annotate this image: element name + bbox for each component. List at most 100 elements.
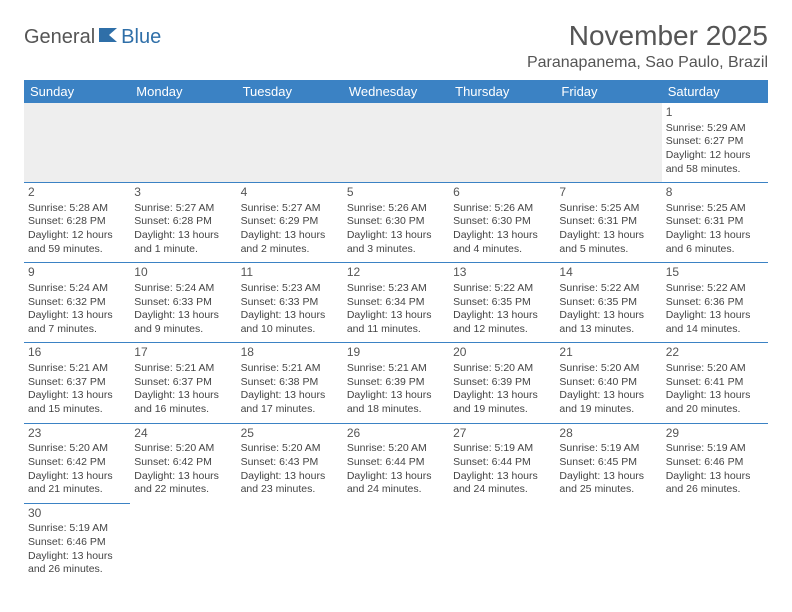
sunset-line: Sunset: 6:35 PM xyxy=(453,296,551,310)
sunrise-line: Sunrise: 5:24 AM xyxy=(134,282,232,296)
calendar-cell: 8Sunrise: 5:25 AMSunset: 6:31 PMDaylight… xyxy=(662,183,768,263)
sunset-line: Sunset: 6:27 PM xyxy=(666,135,764,149)
calendar-cell xyxy=(237,503,343,583)
sunrise-line: Sunrise: 5:26 AM xyxy=(453,202,551,216)
calendar-cell: 19Sunrise: 5:21 AMSunset: 6:39 PMDayligh… xyxy=(343,343,449,423)
sunrise-line: Sunrise: 5:20 AM xyxy=(453,362,551,376)
sunset-line: Sunset: 6:28 PM xyxy=(28,215,126,229)
sunrise-line: Sunrise: 5:19 AM xyxy=(559,442,657,456)
daylight-line: Daylight: 13 hours and 14 minutes. xyxy=(666,309,764,336)
sunset-line: Sunset: 6:32 PM xyxy=(28,296,126,310)
calendar-table: SundayMondayTuesdayWednesdayThursdayFrid… xyxy=(24,80,768,583)
sunrise-line: Sunrise: 5:19 AM xyxy=(666,442,764,456)
sunset-line: Sunset: 6:29 PM xyxy=(241,215,339,229)
sunset-line: Sunset: 6:28 PM xyxy=(134,215,232,229)
calendar-cell: 3Sunrise: 5:27 AMSunset: 6:28 PMDaylight… xyxy=(130,183,236,263)
calendar-cell: 18Sunrise: 5:21 AMSunset: 6:38 PMDayligh… xyxy=(237,343,343,423)
sunset-line: Sunset: 6:44 PM xyxy=(347,456,445,470)
daylight-line: Daylight: 13 hours and 10 minutes. xyxy=(241,309,339,336)
sunrise-line: Sunrise: 5:20 AM xyxy=(347,442,445,456)
page-title: November 2025 xyxy=(527,20,768,52)
sunset-line: Sunset: 6:31 PM xyxy=(559,215,657,229)
daylight-line: Daylight: 13 hours and 19 minutes. xyxy=(453,389,551,416)
day-number: 24 xyxy=(134,426,232,442)
day-number: 21 xyxy=(559,345,657,361)
sunrise-line: Sunrise: 5:19 AM xyxy=(453,442,551,456)
day-number: 1 xyxy=(666,105,764,121)
day-number: 12 xyxy=(347,265,445,281)
calendar-cell: 11Sunrise: 5:23 AMSunset: 6:33 PMDayligh… xyxy=(237,263,343,343)
day-number: 16 xyxy=(28,345,126,361)
weekday-header: Tuesday xyxy=(237,80,343,103)
daylight-line: Daylight: 13 hours and 24 minutes. xyxy=(453,470,551,497)
sunset-line: Sunset: 6:41 PM xyxy=(666,376,764,390)
day-number: 6 xyxy=(453,185,551,201)
day-number: 26 xyxy=(347,426,445,442)
sunrise-line: Sunrise: 5:20 AM xyxy=(559,362,657,376)
day-number: 7 xyxy=(559,185,657,201)
day-number: 14 xyxy=(559,265,657,281)
sunrise-line: Sunrise: 5:23 AM xyxy=(347,282,445,296)
sunset-line: Sunset: 6:33 PM xyxy=(134,296,232,310)
calendar-cell xyxy=(555,103,661,183)
sunrise-line: Sunrise: 5:20 AM xyxy=(134,442,232,456)
sunrise-line: Sunrise: 5:21 AM xyxy=(347,362,445,376)
sunset-line: Sunset: 6:42 PM xyxy=(134,456,232,470)
weekday-header: Sunday xyxy=(24,80,130,103)
calendar-cell: 6Sunrise: 5:26 AMSunset: 6:30 PMDaylight… xyxy=(449,183,555,263)
sunrise-line: Sunrise: 5:26 AM xyxy=(347,202,445,216)
calendar-cell: 27Sunrise: 5:19 AMSunset: 6:44 PMDayligh… xyxy=(449,423,555,503)
sunrise-line: Sunrise: 5:25 AM xyxy=(666,202,764,216)
title-block: November 2025 Paranapanema, Sao Paulo, B… xyxy=(527,20,768,72)
calendar-cell: 1Sunrise: 5:29 AMSunset: 6:27 PMDaylight… xyxy=(662,103,768,183)
weekday-header: Friday xyxy=(555,80,661,103)
calendar-cell xyxy=(449,503,555,583)
sunrise-line: Sunrise: 5:28 AM xyxy=(28,202,126,216)
sunrise-line: Sunrise: 5:25 AM xyxy=(559,202,657,216)
sunset-line: Sunset: 6:37 PM xyxy=(28,376,126,390)
calendar-cell xyxy=(130,503,236,583)
daylight-line: Daylight: 13 hours and 15 minutes. xyxy=(28,389,126,416)
calendar-cell: 5Sunrise: 5:26 AMSunset: 6:30 PMDaylight… xyxy=(343,183,449,263)
sunset-line: Sunset: 6:37 PM xyxy=(134,376,232,390)
logo-text-blue: Blue xyxy=(121,26,161,49)
day-number: 5 xyxy=(347,185,445,201)
day-number: 9 xyxy=(28,265,126,281)
sunset-line: Sunset: 6:30 PM xyxy=(453,215,551,229)
calendar-cell xyxy=(130,103,236,183)
sunrise-line: Sunrise: 5:23 AM xyxy=(241,282,339,296)
sunset-line: Sunset: 6:33 PM xyxy=(241,296,339,310)
sunrise-line: Sunrise: 5:20 AM xyxy=(241,442,339,456)
daylight-line: Daylight: 13 hours and 26 minutes. xyxy=(666,470,764,497)
daylight-line: Daylight: 13 hours and 20 minutes. xyxy=(666,389,764,416)
daylight-line: Daylight: 13 hours and 18 minutes. xyxy=(347,389,445,416)
sunset-line: Sunset: 6:40 PM xyxy=(559,376,657,390)
daylight-line: Daylight: 13 hours and 1 minute. xyxy=(134,229,232,256)
calendar-cell: 26Sunrise: 5:20 AMSunset: 6:44 PMDayligh… xyxy=(343,423,449,503)
calendar-cell: 7Sunrise: 5:25 AMSunset: 6:31 PMDaylight… xyxy=(555,183,661,263)
flag-icon xyxy=(97,26,119,49)
calendar-cell: 10Sunrise: 5:24 AMSunset: 6:33 PMDayligh… xyxy=(130,263,236,343)
daylight-line: Daylight: 13 hours and 13 minutes. xyxy=(559,309,657,336)
calendar-cell xyxy=(449,103,555,183)
day-number: 11 xyxy=(241,265,339,281)
daylight-line: Daylight: 13 hours and 16 minutes. xyxy=(134,389,232,416)
calendar-cell xyxy=(343,103,449,183)
day-number: 23 xyxy=(28,426,126,442)
calendar-cell: 28Sunrise: 5:19 AMSunset: 6:45 PMDayligh… xyxy=(555,423,661,503)
day-number: 30 xyxy=(28,506,126,522)
calendar-cell: 17Sunrise: 5:21 AMSunset: 6:37 PMDayligh… xyxy=(130,343,236,423)
sunrise-line: Sunrise: 5:22 AM xyxy=(559,282,657,296)
sunset-line: Sunset: 6:46 PM xyxy=(666,456,764,470)
calendar-body: 1Sunrise: 5:29 AMSunset: 6:27 PMDaylight… xyxy=(24,103,768,583)
daylight-line: Daylight: 12 hours and 59 minutes. xyxy=(28,229,126,256)
day-number: 4 xyxy=(241,185,339,201)
daylight-line: Daylight: 13 hours and 9 minutes. xyxy=(134,309,232,336)
calendar-cell: 21Sunrise: 5:20 AMSunset: 6:40 PMDayligh… xyxy=(555,343,661,423)
daylight-line: Daylight: 13 hours and 22 minutes. xyxy=(134,470,232,497)
day-number: 15 xyxy=(666,265,764,281)
weekday-header: Monday xyxy=(130,80,236,103)
sunset-line: Sunset: 6:44 PM xyxy=(453,456,551,470)
day-number: 22 xyxy=(666,345,764,361)
daylight-line: Daylight: 13 hours and 4 minutes. xyxy=(453,229,551,256)
